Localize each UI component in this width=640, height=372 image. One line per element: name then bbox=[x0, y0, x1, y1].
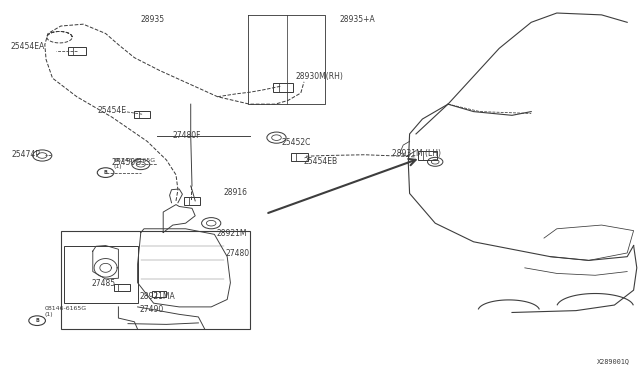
Text: 27480F: 27480F bbox=[173, 131, 202, 140]
Text: 25454EA: 25454EA bbox=[11, 42, 45, 51]
Text: 28935+A: 28935+A bbox=[339, 15, 375, 24]
Text: 27490: 27490 bbox=[140, 305, 164, 314]
Bar bbox=[184, 197, 200, 205]
Text: 25450G: 25450G bbox=[112, 158, 142, 167]
Bar bbox=[418, 151, 437, 160]
Text: X289001Q: X289001Q bbox=[597, 359, 630, 365]
Text: 25474P: 25474P bbox=[12, 150, 40, 159]
Bar bbox=[291, 153, 308, 161]
Text: B: B bbox=[104, 170, 108, 175]
Text: 28935: 28935 bbox=[141, 15, 165, 24]
Text: 28931M (LH): 28931M (LH) bbox=[392, 149, 442, 158]
Bar bbox=[273, 83, 292, 92]
Bar bbox=[61, 231, 250, 329]
Text: 28921MA: 28921MA bbox=[140, 292, 175, 301]
Text: 27480: 27480 bbox=[226, 249, 250, 258]
Text: B: B bbox=[35, 318, 39, 323]
Bar bbox=[68, 47, 86, 55]
Text: 27485: 27485 bbox=[92, 279, 116, 288]
Text: 25454E: 25454E bbox=[97, 106, 126, 115]
Text: 28916: 28916 bbox=[224, 188, 248, 197]
Bar bbox=[113, 284, 130, 291]
Text: 28921M: 28921M bbox=[216, 229, 247, 238]
Text: 28930M(RH): 28930M(RH) bbox=[296, 72, 344, 81]
Text: 08146-6165G
(1): 08146-6165G (1) bbox=[113, 158, 156, 169]
Bar bbox=[134, 110, 150, 118]
Bar bbox=[152, 291, 166, 297]
Bar bbox=[64, 246, 138, 303]
Text: 08146-6165G
(1): 08146-6165G (1) bbox=[45, 306, 87, 317]
Text: 25454EB: 25454EB bbox=[303, 157, 337, 166]
Text: 25452C: 25452C bbox=[282, 138, 311, 147]
